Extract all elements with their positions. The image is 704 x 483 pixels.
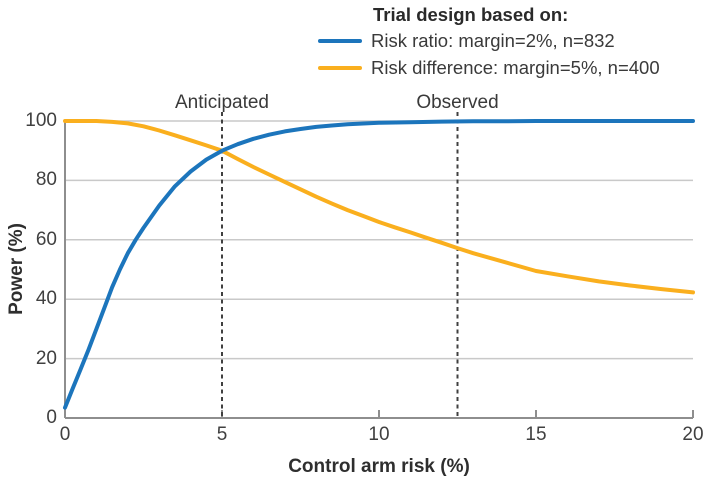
- legend-label-risk-ratio: Risk ratio: margin=2%, n=832: [371, 29, 615, 51]
- y-tick-label-0: 0: [46, 407, 57, 428]
- x-tick-label-10: 10: [368, 424, 390, 445]
- legend-swatch-risk-difference: [318, 65, 362, 70]
- legend-item-risk-difference: Risk difference: margin=5%, n=400: [318, 54, 660, 81]
- legend-item-risk-ratio: Risk ratio: margin=2%, n=832: [318, 27, 660, 54]
- x-tick-label-15: 15: [525, 424, 547, 445]
- annotation-label-anticipated: Anticipated: [174, 92, 270, 113]
- legend-swatch-risk-ratio: [318, 38, 362, 43]
- series-line-risk-difference: [63, 119, 695, 295]
- y-tick-label-40: 40: [35, 288, 57, 310]
- y-tick-label-80: 80: [35, 169, 57, 191]
- x-tick-label-0: 0: [59, 424, 71, 445]
- x-tick-label-20: 20: [682, 424, 704, 445]
- x-axis-label: Control arm risk (%): [288, 456, 470, 477]
- y-tick-label-100: 100: [25, 110, 57, 131]
- x-tick-label-5: 5: [216, 424, 228, 445]
- series-line-risk-ratio: [63, 119, 695, 410]
- y-tick-label-60: 60: [35, 228, 57, 250]
- legend-label-risk-difference: Risk difference: margin=5%, n=400: [371, 56, 660, 78]
- legend-title: Trial design based on:: [373, 4, 569, 25]
- y-tick-label-20: 20: [35, 347, 57, 369]
- legend: Trial design based on: Risk ratio: margi…: [318, 3, 660, 81]
- annotation-label-observed: Observed: [416, 92, 499, 113]
